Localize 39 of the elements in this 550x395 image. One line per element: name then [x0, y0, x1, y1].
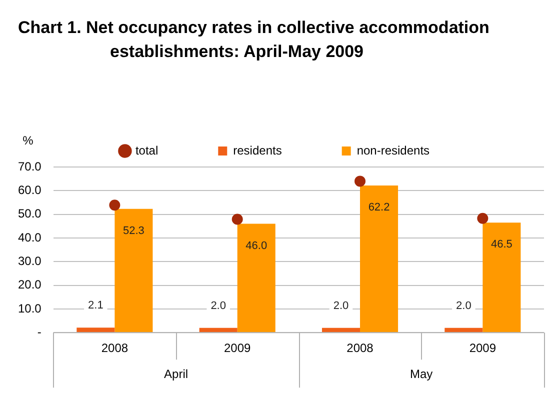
point [477, 212, 488, 224]
data-label: 2.0 [210, 300, 226, 312]
legend-label: residents [233, 143, 282, 158]
bar [444, 328, 483, 332]
y-tick-label: 20.0 [18, 278, 42, 292]
y-axis-title: % [22, 133, 34, 148]
text: April [164, 366, 188, 381]
x-tick-label: 2009 [469, 341, 496, 356]
point [109, 200, 120, 211]
x-tick-label: 2009 [224, 341, 252, 356]
point [354, 176, 366, 187]
legend-label: total [135, 143, 158, 158]
data-label: 62.2 [368, 201, 390, 214]
bar [199, 328, 238, 332]
y-tick-label: 40.0 [18, 230, 42, 244]
text: May [410, 366, 433, 381]
data-label: 52.3 [122, 224, 144, 237]
bar [360, 185, 398, 332]
bar [237, 224, 276, 332]
legend-label: non-residents [356, 143, 430, 158]
y-tick-label: 60.0 [18, 182, 42, 197]
y-tick-label: 70.0 [18, 159, 42, 174]
x-tick-label: 2008 [101, 341, 128, 356]
data-label: 2.1 [88, 300, 104, 312]
data-label: 46.0 [246, 240, 268, 252]
y-tick-label: 10.0 [18, 301, 42, 316]
point [232, 214, 243, 225]
bar [76, 328, 115, 332]
bar [482, 222, 521, 332]
y-tick-label: 30.0 [18, 254, 42, 268]
chart-title: Chart 1. Net occupancy rates in collective accommodation establishments: April-May 2009 [18, 17, 490, 63]
data-label: 2.0 [456, 300, 472, 312]
y-tick-label: - [37, 324, 42, 339]
data-label: 46.5 [490, 238, 512, 251]
bar [322, 328, 360, 332]
x-tick-label: 2008 [346, 341, 374, 356]
bar [114, 208, 153, 332]
y-tick-label: 50.0 [18, 206, 42, 221]
data-label: 2.0 [333, 300, 349, 312]
